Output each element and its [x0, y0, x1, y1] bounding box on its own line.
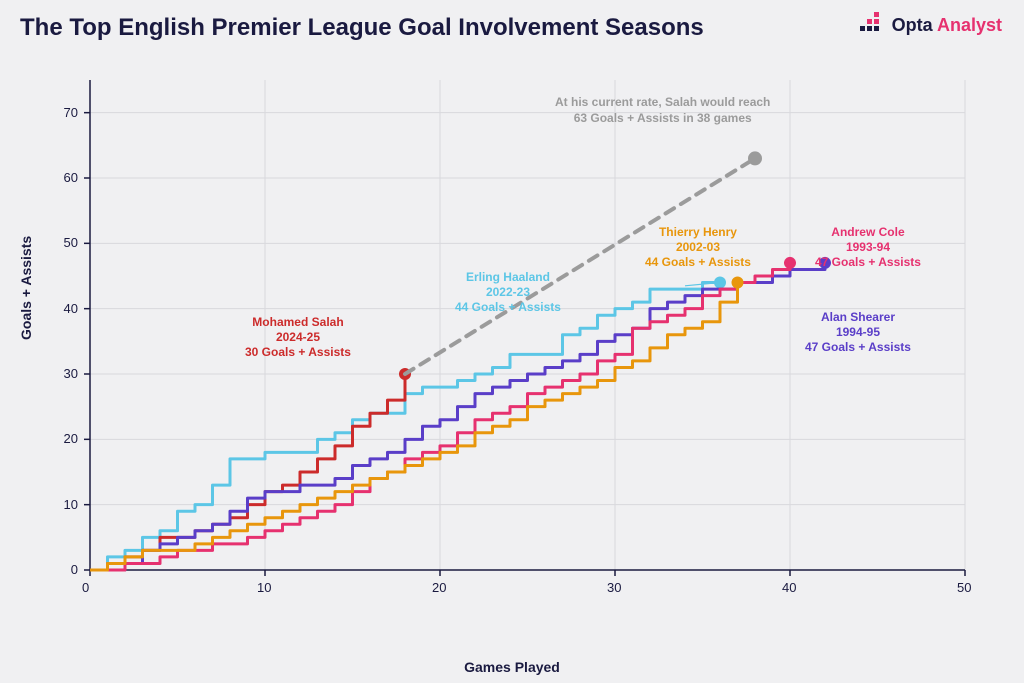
- y-tick-label: 70: [64, 105, 78, 120]
- series-label: Erling Haaland2022-2344 Goals + Assists: [455, 270, 561, 315]
- y-axis-label: Goals + Assists: [18, 236, 34, 340]
- logo-text: Opta Analyst: [892, 15, 1002, 36]
- series-label: Thierry Henry2002-0344 Goals + Assists: [645, 225, 751, 270]
- x-tick-label: 20: [432, 580, 446, 595]
- series-end-marker: [784, 257, 796, 269]
- opta-logo: Opta Analyst: [860, 12, 1002, 38]
- logo-icon: [860, 12, 886, 38]
- series-label: Andrew Cole1993-9447 Goals + Assists: [815, 225, 921, 270]
- y-tick-label: 10: [64, 497, 78, 512]
- x-tick-label: 0: [82, 580, 89, 595]
- y-tick-label: 60: [64, 170, 78, 185]
- series-line: [90, 283, 720, 570]
- x-tick-label: 40: [782, 580, 796, 595]
- series-line: [90, 283, 738, 570]
- chart-title: The Top English Premier League Goal Invo…: [20, 14, 704, 42]
- projection-label: At his current rate, Salah would reach63…: [555, 95, 770, 126]
- x-tick-label: 50: [957, 580, 971, 595]
- x-tick-label: 30: [607, 580, 621, 595]
- series-label: Mohamed Salah2024-2530 Goals + Assists: [245, 315, 351, 360]
- y-tick-label: 50: [64, 235, 78, 250]
- x-tick-label: 10: [257, 580, 271, 595]
- y-tick-label: 0: [71, 562, 78, 577]
- y-tick-label: 30: [64, 366, 78, 381]
- x-axis-label: Games Played: [0, 659, 1024, 675]
- y-tick-label: 40: [64, 301, 78, 316]
- y-tick-label: 20: [64, 431, 78, 446]
- series-label: Alan Shearer1994-9547 Goals + Assists: [805, 310, 911, 355]
